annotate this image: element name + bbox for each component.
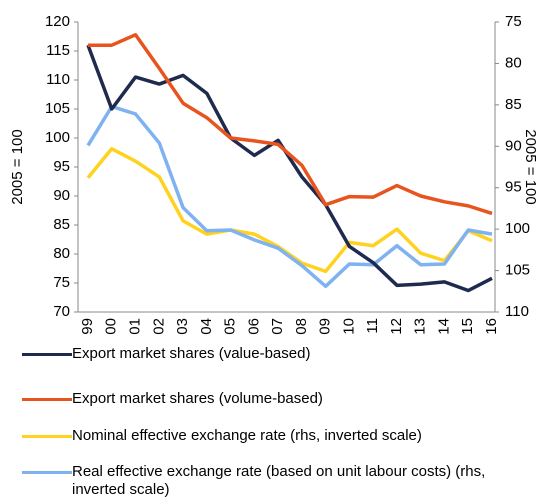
x-tick-label: 01 — [126, 318, 143, 335]
x-tick-label: 16 — [483, 318, 500, 335]
x-tick-label: 09 — [317, 318, 334, 335]
y2-tick-label: 100 — [505, 220, 530, 237]
x-tick-label: 07 — [269, 318, 286, 335]
series-line — [88, 33, 493, 216]
y2-tick-label: 80 — [505, 54, 522, 71]
legend-swatch — [22, 398, 72, 401]
y-tick-label: 95 — [53, 158, 70, 175]
legend-swatch — [22, 435, 72, 438]
y-tick-label: 115 — [46, 42, 70, 59]
y2-tick-label: 85 — [505, 96, 522, 113]
y-tick-label: 120 — [45, 13, 70, 30]
legend-swatch — [22, 471, 72, 474]
y-tick-label: 105 — [45, 100, 70, 117]
y-tick-label: 90 — [53, 187, 70, 204]
x-tick-label: 99 — [79, 318, 96, 335]
y-tick-label: 80 — [53, 245, 70, 262]
series-line — [86, 44, 493, 293]
x-tick-label: 10 — [340, 318, 357, 335]
y2-axis-label: 2005 = 100 — [522, 129, 539, 205]
x-tick-label: 13 — [412, 318, 429, 335]
x-tick-label: 06 — [245, 318, 262, 335]
x-tick-label: 03 — [174, 318, 191, 335]
legend-swatch — [22, 353, 72, 356]
y2-tick-label: 95 — [505, 179, 522, 196]
legend-label: Export market shares (value-based) — [72, 345, 311, 362]
y-tick-label: 110 — [46, 71, 70, 88]
y2-tick-label: 110 — [505, 303, 529, 320]
x-tick-label: 11 — [364, 318, 381, 334]
y-tick-label: 75 — [53, 274, 70, 291]
x-tick-label: 05 — [222, 318, 239, 335]
y2-tick-label: 90 — [505, 137, 522, 154]
y-tick-label: 100 — [45, 129, 70, 146]
y-tick-label: 70 — [53, 303, 70, 320]
y-tick-label: 85 — [53, 216, 70, 233]
x-tick-label: 14 — [435, 318, 452, 335]
x-tick-label: 04 — [198, 318, 215, 335]
y2-tick-label: 105 — [505, 262, 530, 279]
legend-label: Real effective exchange rate (based on u… — [72, 463, 486, 498]
x-tick-label: 12 — [388, 318, 405, 335]
chart: 2005 = 100 2005 = 100 707580859095100105… — [9, 13, 539, 335]
legend-label: Nominal effective exchange rate (rhs, in… — [72, 427, 422, 444]
series-line — [86, 104, 493, 289]
y2-tick-label: 75 — [505, 13, 522, 30]
x-tick-label: 00 — [103, 318, 120, 335]
series-line — [86, 147, 493, 274]
legend-label: Export market shares (volume-based) — [72, 390, 323, 407]
x-tick-label: 02 — [150, 318, 167, 335]
y-axis-label: 2005 = 100 — [9, 129, 26, 205]
x-tick-label: 15 — [459, 318, 476, 335]
x-tick-label: 08 — [293, 318, 310, 335]
